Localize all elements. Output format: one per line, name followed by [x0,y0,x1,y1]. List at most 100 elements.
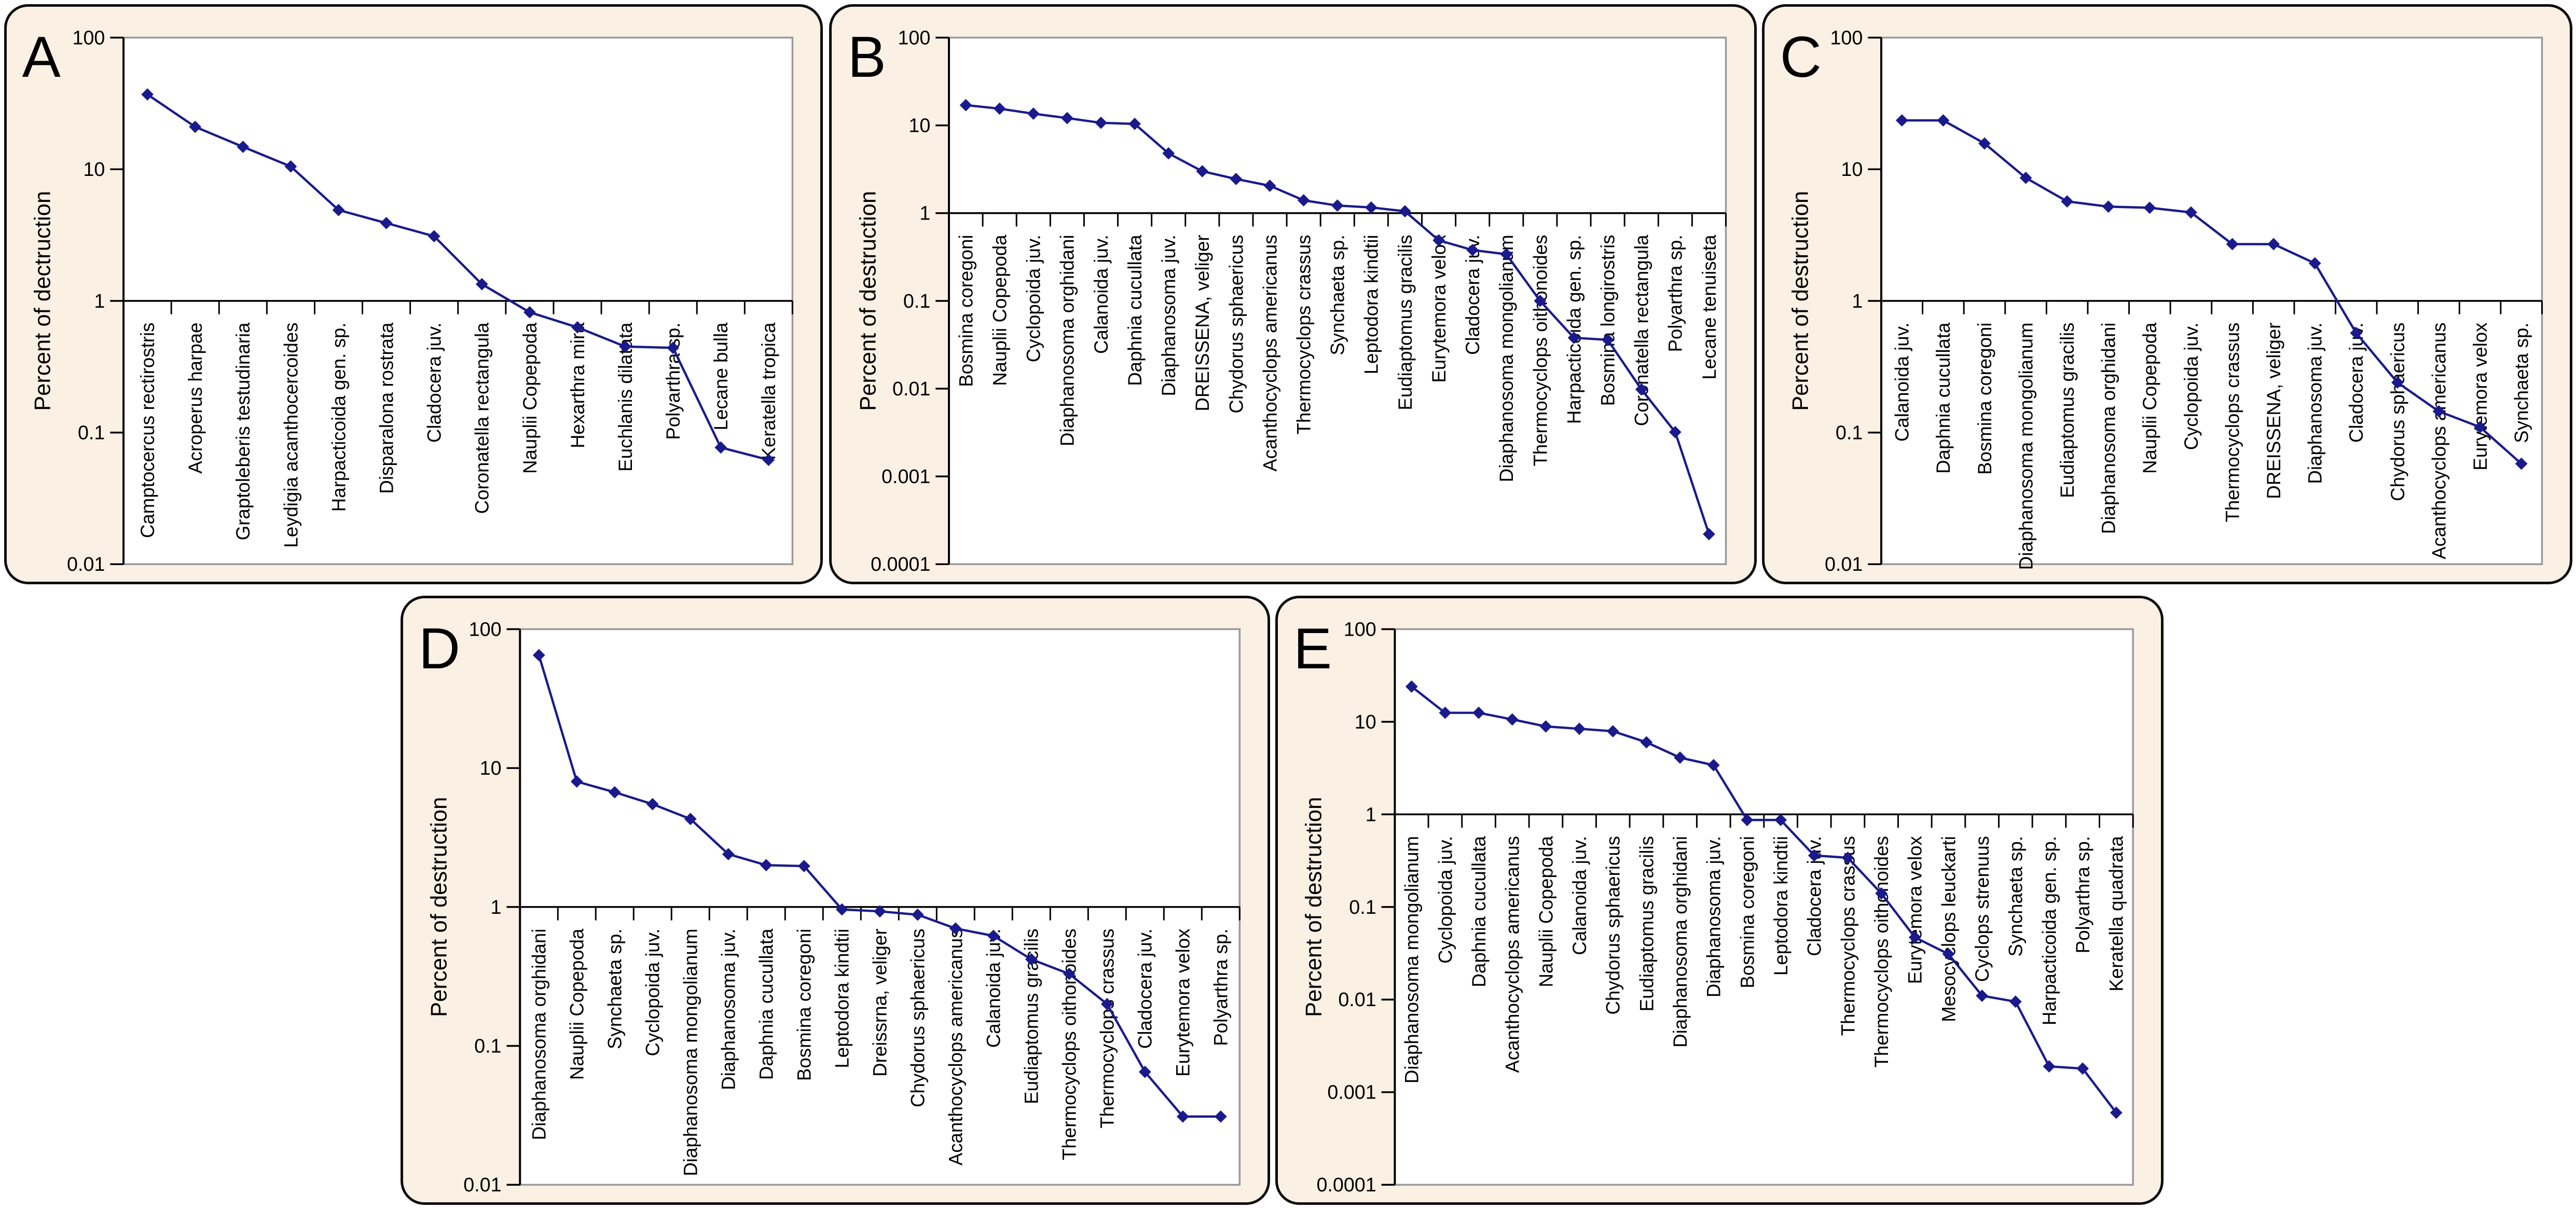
y-tick-label: 0.01 [1825,553,1863,575]
data-point-marker [523,306,536,319]
panel-letter: C [1780,25,1822,89]
data-point-marker [570,775,583,788]
data-point-marker [1534,294,1547,307]
category-label: Camptocercus rectirostris [137,323,158,539]
data-point-marker [987,929,1000,942]
category-label: Synchaeta sp. [2511,323,2532,443]
data-point-marker [1466,243,1479,256]
category-label: Leptodora kindtii [1770,836,1792,976]
category-label: Eudiaptomus gracilis [1636,836,1657,1011]
category-label: Lecane tenuiseta [1699,235,1720,380]
series-line [1411,685,2117,1114]
data-point-marker [284,160,297,173]
category-label: Acanthocyclops americanus [945,929,967,1166]
category-label: Thermocyclops crassus [2222,323,2243,523]
panel-letter: A [22,25,61,89]
data-point-marker [1506,713,1519,726]
data-point-marker [1567,332,1580,344]
data-point-marker [571,321,584,334]
category-label: Lecane bulla [710,322,732,431]
category-label: Nauplii Copepoda [989,235,1011,386]
series-line [146,93,769,461]
category-label: Cladocera juv. [1135,929,1156,1049]
category-label: Synchaeta sp. [604,929,626,1049]
category-label: Diaphanosoma mongolianum [1496,235,1517,482]
data-point-marker [332,203,345,216]
category-label: Leptodora kindtii [1361,235,1382,374]
category-label: Cyclopoida juv. [642,929,664,1056]
data-point-marker [1063,967,1076,980]
data-point-marker [189,120,202,133]
category-label: Cladocera juv. [424,323,445,443]
y-tick-label: 0.0001 [1316,1174,1376,1196]
category-label: Harpacticoida gen. sp. [328,323,349,512]
y-tick-label: 1 [94,290,105,312]
data-point-marker [1703,528,1715,541]
data-point-marker [1025,953,1038,966]
data-point-marker [1214,1110,1227,1123]
category-label: Acroperus harpae [185,323,206,474]
panel-e: 100 10 1 0.1 0.01 0.001 0.0001 Diaphanosoma mon… [1275,596,2164,1205]
category-label: Diaphanosoma orghidani [2098,323,2119,534]
category-label: Diaphanosoma orghidani [1670,836,1691,1048]
data-point-marker [2432,405,2445,418]
y-tick-label: 0.001 [881,465,930,487]
data-point-marker [1573,722,1586,735]
y-tick-label: 0.1 [78,421,105,443]
data-point-marker [1060,112,1073,125]
y-tick-label: 1 [491,896,502,918]
category-label: Daphnia cucullata [756,928,777,1080]
category-label: Chydorus sphaericus [1225,235,1247,413]
y-tick-label: 10 [908,114,930,136]
chart-a: 100 10 1 0.1 0.01 Camptocercus rectirostris Ac… [22,25,794,575]
category-label: Hexarthra mira [567,322,588,448]
y-axis-label: Percent of destruction [1788,191,1813,411]
category-label: Diaphanosoma juv. [718,929,739,1090]
category-label: Eudiaptomus gracilis [1395,235,1416,410]
y-axis-label: Percent of destruction [426,797,451,1017]
y-tick-label: 10 [1355,711,1376,733]
category-label: Synchaeta sp. [2005,836,2027,956]
category-label: Nauplii Copepoda [1535,835,1556,987]
data-point-marker [1908,931,1921,944]
category-label: Keratella quadrata [2106,835,2127,991]
data-point-marker [1539,720,1552,733]
category-label: Diaphanosoma mongolianum [2015,323,2036,570]
chart-d: 100 10 1 0.1 0.01 Diaphanosoma orghidani Naupl… [419,616,1241,1196]
category-label: Diaphanosoma mongolianum [680,929,701,1176]
panel-letter: D [419,616,460,681]
category-label: DREISSENA, veliger [2263,323,2284,499]
category-label: Polyarthra sp. [2072,836,2093,953]
y-axis-label: Percent of dectruction [30,191,55,411]
data-point-marker [1196,165,1209,177]
data-point-marker [1405,680,1418,693]
data-point-marker [2350,326,2363,339]
y-tick-label: 0.01 [463,1174,501,1196]
category-label: Cyclopoida juv. [1435,836,1456,964]
y-tick-label: 0.01 [67,553,105,575]
category-label: Calanoida juv. [983,929,1004,1048]
category-label: Polyarthra sp. [1210,929,1232,1046]
data-point-marker [1263,180,1276,192]
data-point-marker [619,340,631,353]
y-tick-label: 10 [1841,158,1863,180]
category-label: Daphnia cucullata [1124,235,1146,386]
y-axis-label: Percent of destruction [856,191,880,411]
panel-b: 100 10 1 0.1 0.01 0.001 0.0001 Bosmina coregoni… [829,4,1757,584]
plot-area [948,36,1727,566]
data-point-marker [1601,334,1614,346]
y-tick-label: 0.001 [1327,1081,1376,1103]
plot-area [1394,628,2134,1186]
y-tick-label: 10 [480,757,502,779]
category-label: Cyclopoida juv. [2181,323,2202,450]
series-line [1902,119,2523,465]
category-label: Thermocyclops crassus [1837,836,1858,1036]
panel-c: 100 10 1 0.1 0.01 Calanoida juv. Daphnia cucul… [1762,4,2572,584]
data-point-marker [2391,376,2404,389]
category-label: Nauplii Copepoda [567,928,588,1080]
panel-letter: E [1293,616,1332,681]
y-tick-label: 1 [1852,290,1863,312]
data-point-marker [1100,998,1113,1010]
y-axis-label: Percent of destruction [1302,797,1327,1017]
